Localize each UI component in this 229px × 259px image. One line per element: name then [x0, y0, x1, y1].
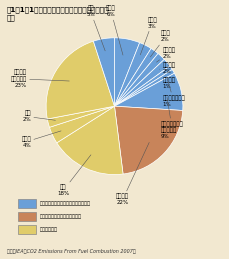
Wedge shape	[114, 43, 151, 106]
Text: アメリカ
22%: アメリカ 22%	[116, 142, 149, 205]
Wedge shape	[114, 59, 170, 106]
Text: フランス
1%: フランス 1%	[162, 75, 175, 89]
Wedge shape	[114, 38, 140, 106]
Wedge shape	[114, 48, 158, 106]
Wedge shape	[93, 38, 114, 106]
Text: 韓国
2%: 韓国 2%	[22, 111, 55, 122]
Text: 図1－1－1　世界のエネルギー起源二酸化炭素排: 図1－1－1 世界のエネルギー起源二酸化炭素排	[7, 6, 109, 13]
Text: 出量: 出量	[7, 14, 16, 21]
Wedge shape	[46, 41, 114, 119]
Text: 日本
5%: 日本 5%	[86, 6, 105, 51]
Text: イギリス
2%: イギリス 2%	[156, 47, 175, 62]
Text: 中国
18%: 中国 18%	[57, 155, 91, 196]
Wedge shape	[114, 106, 183, 174]
Text: カナダ
2%: カナダ 2%	[150, 31, 171, 57]
Text: ：京都議定書不参加のアメリカ: ：京都議定書不参加のアメリカ	[40, 214, 82, 219]
Text: 削減義務のある
他の先進国
9%: 削減義務のある 他の先進国 9%	[161, 97, 184, 139]
Wedge shape	[47, 106, 114, 127]
Wedge shape	[57, 106, 123, 175]
Text: 出典：IEA「CO2 Emissions From Fuel Combustion 2007」: 出典：IEA「CO2 Emissions From Fuel Combustio…	[7, 249, 136, 254]
Bar	[18, 199, 36, 208]
Text: ドイツ
3%: ドイツ 3%	[140, 17, 157, 55]
Text: ロシア
6%: ロシア 6%	[106, 6, 123, 55]
Text: その他の
開発途上国
23%: その他の 開発途上国 23%	[11, 70, 69, 88]
Wedge shape	[114, 73, 183, 111]
Wedge shape	[114, 66, 172, 106]
Text: オーストラリア
1%: オーストラリア 1%	[162, 78, 185, 106]
Wedge shape	[114, 54, 164, 106]
Text: イタリア
2%: イタリア 2%	[159, 63, 175, 74]
Wedge shape	[49, 106, 114, 143]
Wedge shape	[114, 70, 174, 106]
Bar	[18, 225, 36, 234]
Text: インド
4%: インド 4%	[21, 131, 61, 148]
Text: ：開発途上国: ：開発途上国	[40, 227, 58, 232]
Text: ：京都議定書上削減義務のある先進国: ：京都議定書上削減義務のある先進国	[40, 201, 91, 206]
Bar	[18, 212, 36, 221]
